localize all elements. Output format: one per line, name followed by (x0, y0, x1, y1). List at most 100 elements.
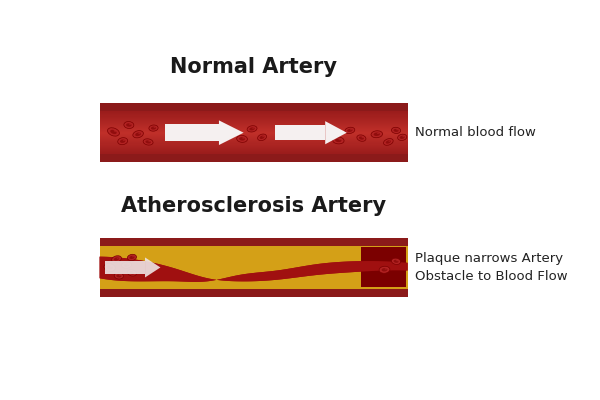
Bar (100, 246, 407, 248)
Ellipse shape (257, 134, 266, 141)
Bar (100, 282, 407, 284)
Bar (100, 141, 407, 142)
Bar (100, 152, 407, 153)
Ellipse shape (250, 127, 255, 130)
Bar (100, 280, 407, 282)
Bar (105, 260, 145, 274)
Bar (100, 281, 407, 282)
Ellipse shape (149, 125, 158, 131)
Bar (100, 116, 407, 118)
Bar (100, 144, 407, 146)
Ellipse shape (242, 137, 245, 139)
Bar (100, 119, 407, 121)
Ellipse shape (371, 131, 383, 138)
Bar (100, 127, 407, 128)
Bar (100, 104, 407, 162)
Ellipse shape (116, 258, 119, 259)
Bar (100, 246, 407, 247)
Ellipse shape (113, 130, 116, 132)
Ellipse shape (127, 264, 129, 265)
Ellipse shape (332, 137, 344, 144)
Ellipse shape (122, 262, 131, 268)
Bar (100, 288, 407, 289)
Bar (100, 134, 407, 136)
Bar (100, 255, 407, 257)
Bar (100, 270, 407, 272)
Bar (100, 267, 407, 268)
Bar (100, 148, 407, 150)
Ellipse shape (396, 129, 398, 130)
Bar (100, 279, 407, 280)
Bar (100, 277, 407, 278)
Ellipse shape (386, 140, 391, 144)
Bar (100, 258, 407, 260)
Bar (100, 268, 407, 270)
Bar (100, 153, 407, 154)
Text: Atherosclerosis Artery: Atherosclerosis Artery (121, 196, 386, 216)
Ellipse shape (388, 140, 391, 142)
Bar (100, 272, 407, 274)
Ellipse shape (130, 256, 134, 259)
Ellipse shape (135, 132, 141, 136)
Ellipse shape (391, 258, 401, 264)
Bar (100, 262, 407, 263)
Bar (100, 150, 407, 151)
Bar (100, 140, 407, 141)
Ellipse shape (345, 127, 355, 134)
Ellipse shape (127, 270, 136, 276)
Ellipse shape (247, 126, 257, 132)
Bar (100, 124, 407, 125)
Bar (100, 286, 407, 288)
Bar (100, 128, 407, 130)
Bar (100, 266, 407, 268)
Bar (100, 117, 407, 119)
Ellipse shape (400, 136, 405, 139)
Ellipse shape (154, 127, 155, 128)
Ellipse shape (394, 129, 398, 132)
Ellipse shape (129, 124, 131, 125)
Bar (275, 125, 325, 140)
Bar (100, 265, 407, 266)
Ellipse shape (104, 264, 115, 271)
Ellipse shape (260, 136, 265, 139)
Bar (100, 254, 407, 256)
Text: Plaque narrows Artery
Obstacle to Blood Flow: Plaque narrows Artery Obstacle to Blood … (415, 252, 568, 283)
Bar (100, 139, 407, 140)
Bar (100, 256, 407, 258)
Ellipse shape (116, 274, 121, 278)
Ellipse shape (382, 268, 388, 272)
Ellipse shape (124, 264, 129, 267)
Bar (100, 112, 407, 113)
Ellipse shape (123, 140, 125, 141)
Bar (100, 252, 407, 254)
Ellipse shape (362, 137, 364, 138)
Bar (100, 133, 407, 135)
Bar (100, 264, 407, 265)
Bar (100, 253, 407, 254)
Bar (100, 113, 407, 114)
Polygon shape (219, 120, 244, 145)
Bar (100, 283, 407, 285)
Ellipse shape (347, 129, 353, 132)
Ellipse shape (374, 132, 380, 136)
Ellipse shape (359, 136, 364, 140)
Text: Normal Artery: Normal Artery (170, 57, 337, 77)
Ellipse shape (114, 273, 124, 279)
Bar (100, 126, 407, 127)
Ellipse shape (335, 139, 341, 142)
Bar (165, 124, 219, 141)
Bar (100, 263, 407, 264)
Ellipse shape (145, 140, 151, 144)
Bar (100, 129, 407, 130)
Ellipse shape (120, 139, 125, 143)
Ellipse shape (262, 136, 264, 137)
Ellipse shape (377, 133, 379, 134)
Bar (100, 151, 407, 152)
Bar (100, 131, 407, 133)
Polygon shape (100, 257, 407, 282)
Ellipse shape (151, 126, 156, 130)
Polygon shape (100, 257, 407, 282)
Bar (100, 118, 407, 120)
Ellipse shape (396, 260, 398, 261)
Bar (100, 284, 407, 286)
